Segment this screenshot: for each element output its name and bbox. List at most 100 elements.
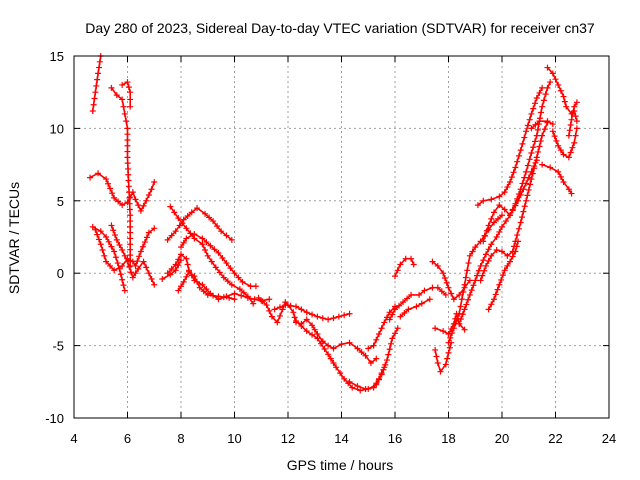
data-point-marker	[203, 239, 210, 246]
data-point-marker	[373, 380, 380, 387]
data-point-marker	[172, 261, 179, 268]
data-point-marker	[544, 84, 551, 91]
data-point-marker	[551, 133, 558, 140]
series-track-25	[445, 212, 505, 346]
data-point-marker	[95, 70, 102, 77]
data-point-marker	[475, 267, 482, 274]
series-track-05	[89, 223, 128, 294]
data-point-marker	[523, 197, 530, 204]
data-point-marker	[119, 81, 126, 88]
data-point-marker	[103, 234, 110, 240]
data-point-marker	[338, 341, 345, 348]
data-point-marker	[337, 370, 344, 377]
data-point-marker	[252, 283, 259, 290]
data-point-marker	[175, 287, 182, 294]
data-point-marker	[276, 304, 283, 311]
data-point-marker	[119, 247, 126, 254]
data-point-marker	[124, 199, 131, 206]
data-point-marker	[410, 261, 417, 268]
data-point-marker	[512, 200, 519, 207]
data-point-marker	[127, 194, 134, 201]
data-point-marker	[474, 202, 481, 209]
data-point-marker	[211, 246, 218, 253]
data-point-marker	[504, 252, 511, 259]
data-point-marker	[89, 108, 96, 115]
data-point-marker	[517, 147, 524, 154]
data-point-marker	[236, 286, 243, 293]
data-point-marker	[521, 203, 528, 210]
data-point-marker	[97, 228, 104, 235]
data-point-marker	[539, 84, 546, 91]
data-point-marker	[111, 194, 118, 201]
data-point-marker	[346, 339, 353, 346]
series-line	[458, 159, 538, 325]
data-point-marker	[392, 330, 398, 337]
y-tick-label: 5	[57, 194, 64, 209]
data-point-marker	[108, 84, 115, 91]
data-point-marker	[235, 274, 242, 281]
data-point-marker	[534, 126, 541, 133]
data-point-marker	[125, 84, 132, 91]
data-point-marker	[114, 260, 121, 267]
data-point-marker	[462, 274, 469, 281]
series-line	[388, 286, 447, 321]
data-point-marker	[533, 132, 540, 139]
data-point-marker	[137, 248, 144, 255]
data-point-marker	[314, 335, 321, 342]
data-point-marker	[354, 345, 361, 352]
data-point-marker	[387, 340, 394, 347]
data-point-marker	[533, 94, 540, 101]
series-line	[348, 366, 386, 390]
data-point-marker	[544, 64, 551, 71]
data-point-marker	[457, 303, 464, 310]
data-point-marker	[440, 270, 447, 277]
data-point-marker	[568, 116, 575, 123]
data-point-marker	[565, 132, 572, 139]
data-point-marker	[219, 254, 226, 261]
data-point-marker	[501, 267, 508, 274]
data-point-marker	[490, 296, 497, 303]
chart-title: Day 280 of 2023, Sidereal Day-to-day VTE…	[85, 20, 595, 36]
data-point-marker	[274, 319, 281, 326]
data-point-marker	[547, 164, 554, 171]
data-point-marker	[442, 361, 449, 368]
data-point-marker	[569, 110, 576, 117]
data-point-marker	[492, 291, 499, 298]
data-point-marker	[394, 325, 401, 332]
data-point-marker	[151, 225, 158, 232]
data-point-marker	[472, 244, 479, 251]
data-point-marker	[127, 229, 134, 236]
data-point-marker	[571, 139, 578, 146]
data-point-marker	[494, 215, 501, 222]
data-point-marker	[482, 251, 489, 258]
data-point-marker	[445, 331, 452, 338]
series-track-32	[539, 161, 575, 197]
data-point-marker	[127, 89, 134, 96]
data-point-marker	[469, 248, 476, 255]
data-point-marker	[127, 218, 134, 225]
series-track-13	[175, 268, 238, 303]
data-point-marker	[125, 171, 132, 178]
data-point-marker	[191, 273, 198, 280]
data-point-marker	[555, 168, 562, 175]
data-point-marker	[223, 232, 230, 239]
data-point-marker	[563, 103, 570, 110]
data-point-marker	[404, 295, 411, 302]
data-point-marker	[565, 154, 572, 161]
data-point-marker	[373, 355, 380, 362]
series-track-30	[485, 238, 522, 313]
data-point-marker	[127, 223, 134, 230]
series-track-31	[528, 118, 556, 132]
data-point-marker	[90, 101, 97, 108]
data-point-marker	[183, 255, 190, 262]
data-point-marker	[572, 132, 579, 139]
data-point-marker	[434, 262, 441, 269]
data-point-marker	[135, 202, 142, 209]
data-point-marker	[438, 288, 445, 295]
data-point-marker	[493, 234, 500, 240]
data-point-marker	[405, 306, 412, 313]
data-point-marker	[224, 278, 231, 285]
data-point-marker	[215, 249, 222, 256]
data-point-marker	[560, 151, 567, 158]
data-point-marker	[520, 208, 527, 215]
